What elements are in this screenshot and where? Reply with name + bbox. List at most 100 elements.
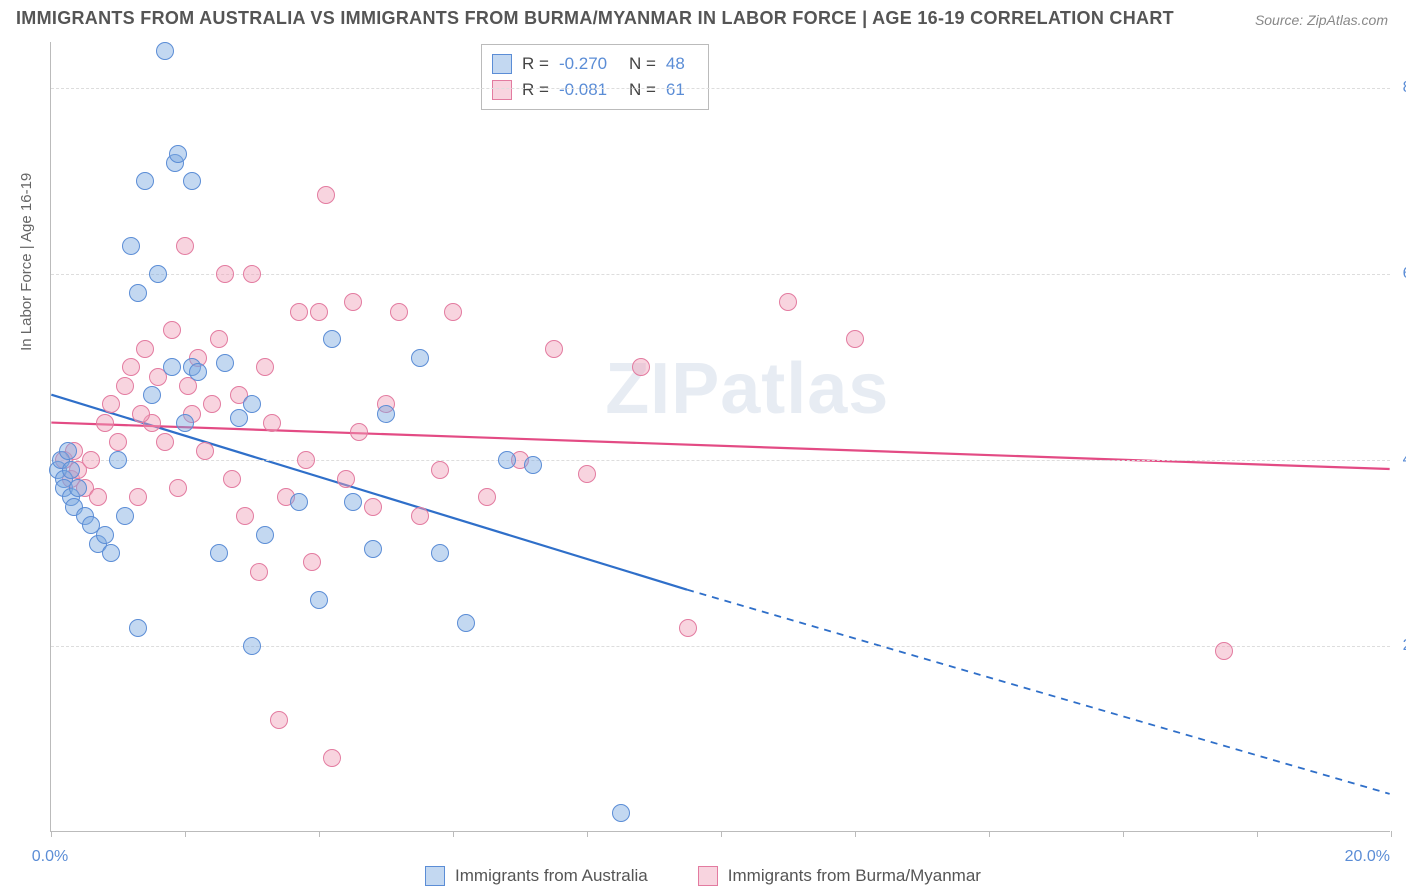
plot-area: ZIPatlas R =-0.270N =48R =-0.081N =61 20… <box>50 42 1390 832</box>
watermark: ZIPatlas <box>605 348 889 430</box>
scatter-point <box>189 363 207 381</box>
scatter-point <box>176 237 194 255</box>
scatter-point <box>1215 642 1233 660</box>
scatter-point <box>545 340 563 358</box>
scatter-point <box>216 265 234 283</box>
scatter-point <box>250 563 268 581</box>
scatter-point <box>132 405 150 423</box>
scatter-point <box>116 507 134 525</box>
scatter-point <box>317 186 335 204</box>
scatter-point <box>169 479 187 497</box>
gridline-h <box>51 460 1390 461</box>
x-tick-label-left: 0.0% <box>32 848 68 866</box>
y-tick-label: 40.0% <box>1403 451 1406 469</box>
scatter-point <box>498 451 516 469</box>
legend-item-australia: Immigrants from Australia <box>425 866 648 886</box>
scatter-point <box>82 451 100 469</box>
scatter-point <box>89 488 107 506</box>
scatter-point <box>223 470 241 488</box>
legend-item-burma: Immigrants from Burma/Myanmar <box>698 866 981 886</box>
x-tick <box>587 831 588 837</box>
n-value: 48 <box>666 54 694 74</box>
regression-lines <box>51 42 1390 831</box>
scatter-point <box>323 749 341 767</box>
scatter-point <box>116 377 134 395</box>
scatter-point <box>216 354 234 372</box>
n-value: 61 <box>666 80 694 100</box>
x-tick <box>1257 831 1258 837</box>
legend-swatch <box>492 54 512 74</box>
y-axis-label: In Labor Force | Age 16-19 <box>18 173 35 351</box>
scatter-point <box>612 804 630 822</box>
series-legend: Immigrants from Australia Immigrants fro… <box>0 866 1406 886</box>
scatter-point <box>129 488 147 506</box>
scatter-point <box>377 405 395 423</box>
scatter-point <box>122 237 140 255</box>
scatter-point <box>156 433 174 451</box>
scatter-point <box>59 442 77 460</box>
chart-title: IMMIGRANTS FROM AUSTRALIA VS IMMIGRANTS … <box>16 8 1174 29</box>
scatter-point <box>236 507 254 525</box>
scatter-point <box>390 303 408 321</box>
scatter-point <box>109 433 127 451</box>
r-label: R = <box>522 54 549 74</box>
scatter-point <box>323 330 341 348</box>
x-tick-label-right: 20.0% <box>1345 848 1390 866</box>
scatter-point <box>344 493 362 511</box>
scatter-point <box>364 498 382 516</box>
scatter-point <box>143 386 161 404</box>
scatter-point <box>69 479 87 497</box>
scatter-point <box>102 544 120 562</box>
legend-label-burma: Immigrants from Burma/Myanmar <box>728 866 981 886</box>
correlation-legend-row: R = -0.081 N = 61 <box>492 77 694 103</box>
scatter-point <box>297 451 315 469</box>
correlation-legend-row: R =-0.270N =48 <box>492 51 694 77</box>
scatter-point <box>578 465 596 483</box>
scatter-point <box>109 451 127 469</box>
scatter-point <box>243 637 261 655</box>
x-tick <box>51 831 52 837</box>
scatter-point <box>263 414 281 432</box>
r-label: R = <box>522 80 549 100</box>
scatter-point <box>411 507 429 525</box>
scatter-point <box>136 172 154 190</box>
scatter-point <box>846 330 864 348</box>
scatter-point <box>431 461 449 479</box>
scatter-point <box>96 414 114 432</box>
x-tick <box>721 831 722 837</box>
scatter-point <box>210 330 228 348</box>
source-name: ZipAtlas.com <box>1307 12 1388 28</box>
regression-line-extrapolated <box>687 590 1390 794</box>
scatter-point <box>122 358 140 376</box>
r-value: -0.081 <box>559 80 619 100</box>
scatter-point <box>183 172 201 190</box>
scatter-point <box>411 349 429 367</box>
scatter-point <box>478 488 496 506</box>
scatter-point <box>344 293 362 311</box>
regression-line <box>51 423 1389 469</box>
x-tick <box>453 831 454 837</box>
scatter-point <box>136 340 154 358</box>
y-tick-label: 60.0% <box>1403 265 1406 283</box>
scatter-point <box>290 303 308 321</box>
legend-label-australia: Immigrants from Australia <box>455 866 648 886</box>
scatter-point <box>310 591 328 609</box>
scatter-point <box>156 42 174 60</box>
scatter-point <box>524 456 542 474</box>
scatter-point <box>169 145 187 163</box>
chart-root: IMMIGRANTS FROM AUSTRALIA VS IMMIGRANTS … <box>0 0 1406 892</box>
scatter-point <box>129 284 147 302</box>
scatter-point <box>350 423 368 441</box>
scatter-point <box>203 395 221 413</box>
scatter-point <box>457 614 475 632</box>
scatter-point <box>431 544 449 562</box>
scatter-point <box>176 414 194 432</box>
y-tick-label: 80.0% <box>1403 79 1406 97</box>
n-label: N = <box>629 80 656 100</box>
scatter-point <box>210 544 228 562</box>
legend-swatch-burma <box>698 866 718 886</box>
scatter-point <box>337 470 355 488</box>
source-label: Source: <box>1255 12 1303 28</box>
r-value: -0.270 <box>559 54 619 74</box>
x-tick <box>185 831 186 837</box>
